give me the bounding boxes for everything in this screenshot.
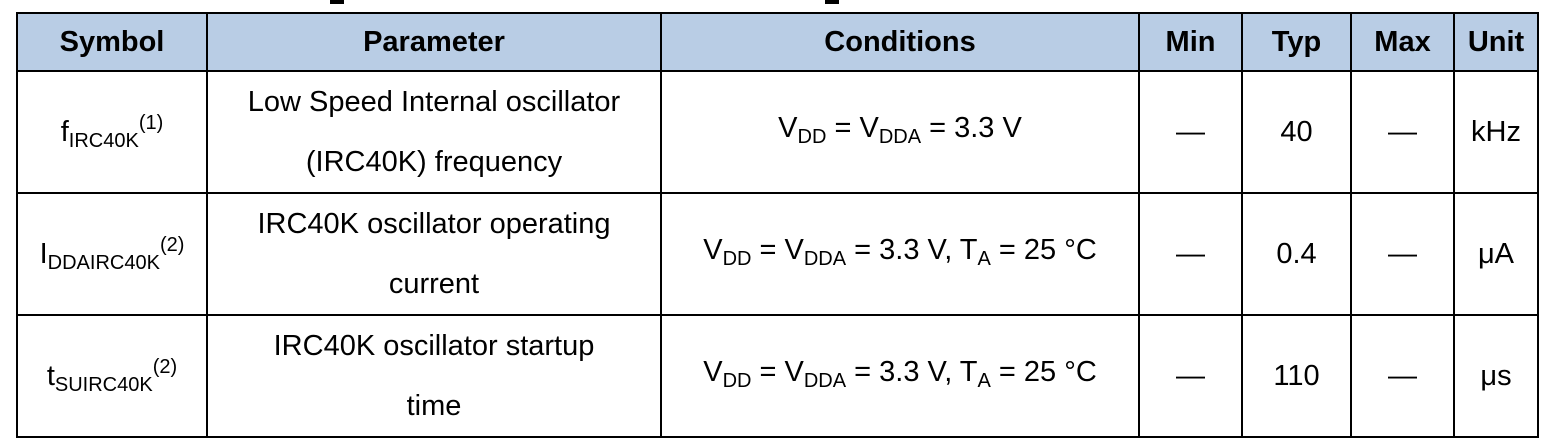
cond-text: = 3.3 V, xyxy=(846,233,960,266)
cond-subscript: DD xyxy=(797,125,827,148)
footnote-ref: (2) xyxy=(152,356,178,378)
table-row: fIRC40K(1) Low Speed Internal oscillator… xyxy=(16,70,1539,194)
cond-subscript: DD xyxy=(722,247,752,270)
symbol-cell: IDDAIRC40K(2) xyxy=(16,192,208,316)
parameter-line: IRC40K oscillator startup xyxy=(273,330,595,362)
unit-cell: μA xyxy=(1453,192,1539,316)
cond-text: V xyxy=(703,355,723,388)
cond-text: = 25 °C xyxy=(990,355,1097,388)
parameter-cell: IRC40K oscillator operating current xyxy=(206,192,662,316)
parameter-line: (IRC40K) frequency xyxy=(305,146,563,178)
symbol-cell: tSUIRC40K(2) xyxy=(16,314,208,438)
parameter-cell: Low Speed Internal oscillator (IRC40K) fr… xyxy=(206,70,662,194)
header-typ: Typ xyxy=(1241,12,1352,72)
table-row: tSUIRC40K(2) IRC40K oscillator startup ti… xyxy=(16,314,1539,438)
typ-cell: 40 xyxy=(1241,70,1352,194)
footnote-ref: (1) xyxy=(138,112,164,134)
header-min: Min xyxy=(1138,12,1243,72)
symbol-subscript: DDAIRC40K xyxy=(47,252,160,274)
symbol-cell: fIRC40K(1) xyxy=(16,70,208,194)
cond-text: T xyxy=(959,233,978,266)
conditions-cell: VDD = VDDA = 3.3 V xyxy=(660,70,1140,194)
cond-subscript: A xyxy=(977,247,991,270)
conditions-cell: VDD = VDDA = 3.3 V, TA = 25 °C xyxy=(660,192,1140,316)
cond-text: = V xyxy=(751,233,804,266)
min-cell: — xyxy=(1138,70,1243,194)
cropped-caption-fragment xyxy=(330,0,850,6)
cond-subscript: DDA xyxy=(803,369,847,392)
max-cell: — xyxy=(1350,314,1455,438)
irc40k-characteristics-table: Symbol Parameter Conditions Min Typ Max … xyxy=(16,12,1539,438)
cond-text: = V xyxy=(826,111,879,144)
max-cell: — xyxy=(1350,192,1455,316)
symbol-main: I xyxy=(39,238,48,270)
cond-text: = 25 °C xyxy=(990,233,1097,266)
max-cell: — xyxy=(1350,70,1455,194)
unit-cell: μs xyxy=(1453,314,1539,438)
typ-cell: 0.4 xyxy=(1241,192,1352,316)
cond-text: = 3.3 V xyxy=(921,111,1022,144)
typ-cell: 110 xyxy=(1241,314,1352,438)
symbol-subscript: SUIRC40K xyxy=(54,374,153,396)
cond-subscript: DDA xyxy=(803,247,847,270)
cond-subscript: DDA xyxy=(878,125,922,148)
parameter-cell: IRC40K oscillator startup time xyxy=(206,314,662,438)
conditions-cell: VDD = VDDA = 3.3 V, TA = 25 °C xyxy=(660,314,1140,438)
footnote-ref: (2) xyxy=(159,234,185,256)
header-max: Max xyxy=(1350,12,1455,72)
table-row: IDDAIRC40K(2) IRC40K oscillator operatin… xyxy=(16,192,1539,316)
cond-subscript: A xyxy=(977,369,991,392)
header-parameter: Parameter xyxy=(206,12,662,72)
cond-text: V xyxy=(703,233,723,266)
header-row: Symbol Parameter Conditions Min Typ Max … xyxy=(16,12,1539,72)
min-cell: — xyxy=(1138,192,1243,316)
cond-subscript: DD xyxy=(722,369,752,392)
header-unit: Unit xyxy=(1453,12,1539,72)
parameter-line: Low Speed Internal oscillator xyxy=(247,86,621,118)
parameter-line: time xyxy=(406,390,462,422)
cond-text: V xyxy=(778,111,798,144)
cond-text: T xyxy=(959,355,978,388)
cond-text: = V xyxy=(751,355,804,388)
cond-text: = 3.3 V, xyxy=(846,355,960,388)
symbol-subscript: IRC40K xyxy=(68,130,139,152)
symbol-main: f xyxy=(60,116,69,148)
header-symbol: Symbol xyxy=(16,12,208,72)
parameter-line: current xyxy=(388,268,480,300)
symbol-main: t xyxy=(46,360,55,392)
unit-cell: kHz xyxy=(1453,70,1539,194)
header-conditions: Conditions xyxy=(660,12,1140,72)
min-cell: — xyxy=(1138,314,1243,438)
parameter-line: IRC40K oscillator operating xyxy=(257,208,611,240)
